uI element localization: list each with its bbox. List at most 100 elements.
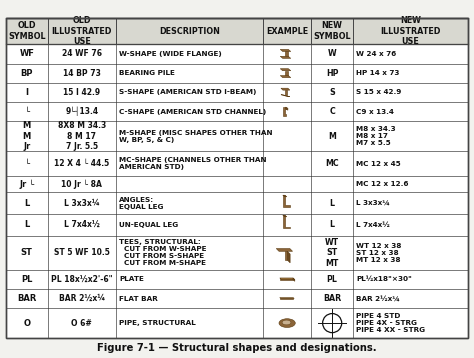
Text: PIPE 4 STD
PIPE 4X - STRG
PIPE 4 XX - STRG: PIPE 4 STD PIPE 4X - STRG PIPE 4 XX - ST…	[356, 313, 425, 333]
Text: M
M
Jr: M M Jr	[23, 121, 31, 151]
Text: L 3x3x¼: L 3x3x¼	[356, 200, 390, 206]
Polygon shape	[280, 297, 294, 299]
Text: M8 x 34.3
M8 x 17
M7 x 5.5: M8 x 34.3 M8 x 17 M7 x 5.5	[356, 126, 396, 146]
Text: 8X8 M 34.3
8 M 17
7 Jr. 5.5: 8X8 M 34.3 8 M 17 7 Jr. 5.5	[58, 121, 106, 151]
Polygon shape	[283, 195, 287, 197]
Text: TEES, STRUCTURAL:
  CUT FROM W-SHAPE
  CUT FROM S-SHAPE
  CUT FROM M-SHAPE: TEES, STRUCTURAL: CUT FROM W-SHAPE CUT F…	[119, 239, 207, 266]
Text: C: C	[329, 107, 335, 116]
Polygon shape	[280, 56, 291, 58]
Bar	[6, 18, 468, 44]
Text: 10 Jr └ 8A: 10 Jr └ 8A	[61, 180, 102, 189]
Polygon shape	[283, 107, 285, 116]
Polygon shape	[281, 88, 290, 90]
Text: HP 14 x 73: HP 14 x 73	[356, 70, 399, 76]
Text: NEW
ILLUSTRATED
USE: NEW ILLUSTRATED USE	[380, 16, 441, 46]
Polygon shape	[293, 278, 295, 281]
Text: EXAMPLE: EXAMPLE	[266, 26, 308, 35]
Bar	[6, 176, 468, 192]
Polygon shape	[285, 90, 287, 95]
Polygon shape	[283, 195, 290, 207]
Polygon shape	[285, 52, 288, 56]
Text: W: W	[328, 49, 337, 58]
Text: ANGLES:
EQUAL LEG: ANGLES: EQUAL LEG	[119, 197, 164, 209]
Polygon shape	[281, 95, 290, 97]
Text: M-SHAPE (MISC SHAPES OTHER THAN
W, BP, S, & C): M-SHAPE (MISC SHAPES OTHER THAN W, BP, S…	[119, 130, 273, 143]
Text: OLD
SYMBOL: OLD SYMBOL	[8, 21, 46, 41]
Text: PIPE, STRUCTURAL: PIPE, STRUCTURAL	[119, 320, 196, 326]
Text: 12 X 4 └ 44.5: 12 X 4 └ 44.5	[54, 159, 109, 168]
Text: S: S	[329, 88, 335, 97]
Polygon shape	[285, 251, 287, 260]
Text: I: I	[25, 88, 28, 97]
Text: └: └	[24, 107, 29, 116]
Text: BP: BP	[20, 69, 33, 78]
Polygon shape	[285, 107, 288, 110]
Bar	[6, 121, 468, 151]
Text: BAR: BAR	[323, 294, 341, 303]
Text: M: M	[328, 132, 336, 141]
Text: PL½x18"×30": PL½x18"×30"	[356, 276, 412, 282]
Text: PLATE: PLATE	[119, 276, 144, 282]
Text: L: L	[330, 220, 335, 229]
Text: O: O	[23, 319, 30, 328]
Text: 9└┤13.4: 9└┤13.4	[65, 107, 98, 116]
Text: FLAT BAR: FLAT BAR	[119, 296, 158, 301]
Text: BAR: BAR	[17, 294, 36, 303]
Bar	[6, 236, 468, 270]
Text: MC 12 x 45: MC 12 x 45	[356, 161, 401, 167]
Bar	[6, 151, 468, 176]
Bar	[6, 214, 468, 236]
Text: MC: MC	[325, 159, 339, 168]
Text: S-SHAPE (AMERICAN STD I-BEAM): S-SHAPE (AMERICAN STD I-BEAM)	[119, 90, 256, 96]
Polygon shape	[280, 69, 291, 71]
Polygon shape	[283, 215, 290, 228]
Text: 14 BP 73: 14 BP 73	[63, 69, 100, 78]
Text: O 6#: O 6#	[72, 319, 92, 328]
Ellipse shape	[282, 320, 291, 325]
Text: HP: HP	[326, 69, 338, 78]
Polygon shape	[280, 278, 293, 280]
Text: MC-SHAPE (CHANNELS OTHER THAN
AMERICAN STD): MC-SHAPE (CHANNELS OTHER THAN AMERICAN S…	[119, 157, 266, 170]
Bar	[6, 44, 468, 63]
Bar	[6, 102, 468, 121]
Text: W 24 x 76: W 24 x 76	[356, 51, 396, 57]
Bar	[6, 308, 468, 338]
Text: C9 x 13.4: C9 x 13.4	[356, 109, 394, 115]
Polygon shape	[280, 76, 291, 78]
Polygon shape	[280, 297, 293, 299]
Ellipse shape	[279, 319, 295, 328]
Bar	[6, 18, 468, 338]
Polygon shape	[285, 71, 288, 76]
Bar	[6, 192, 468, 214]
Text: L: L	[330, 199, 335, 208]
Text: 24 WF 76: 24 WF 76	[62, 49, 102, 58]
Bar	[6, 270, 468, 289]
Polygon shape	[280, 278, 295, 280]
Polygon shape	[276, 248, 292, 251]
Polygon shape	[287, 251, 290, 263]
Text: PL 18x½x2'-6": PL 18x½x2'-6"	[51, 275, 113, 284]
Text: UN-EQUAL LEG: UN-EQUAL LEG	[119, 222, 178, 228]
Text: NEW
SYMBOL: NEW SYMBOL	[313, 21, 351, 41]
Text: WT
ST
MT: WT ST MT	[325, 238, 339, 267]
Text: MC 12 x 12.6: MC 12 x 12.6	[356, 181, 409, 187]
Text: DESCRIPTION: DESCRIPTION	[159, 26, 220, 35]
Text: S 15 x 42.9: S 15 x 42.9	[356, 90, 401, 96]
Text: L 3x3x¼: L 3x3x¼	[64, 199, 100, 208]
Text: Figure 7-1 — Structural shapes and designations.: Figure 7-1 — Structural shapes and desig…	[97, 343, 377, 353]
Text: ST: ST	[21, 248, 33, 257]
Polygon shape	[280, 49, 291, 52]
Bar	[6, 18, 468, 338]
Text: OLD
ILLUSTRATED
USE: OLD ILLUSTRATED USE	[52, 16, 112, 46]
Text: L 7x4x½: L 7x4x½	[356, 222, 390, 228]
Text: C-SHAPE (AMERICAN STD CHANNEL): C-SHAPE (AMERICAN STD CHANNEL)	[119, 109, 266, 115]
Polygon shape	[283, 215, 287, 217]
Text: 15 I 42.9: 15 I 42.9	[63, 88, 100, 97]
Text: BAR 2½x¼: BAR 2½x¼	[59, 294, 105, 303]
Bar	[6, 83, 468, 102]
Text: PL: PL	[327, 275, 337, 284]
Text: WT 12 x 38
ST 12 x 38
MT 12 x 38: WT 12 x 38 ST 12 x 38 MT 12 x 38	[356, 243, 401, 263]
Text: Jr └: Jr └	[19, 180, 34, 189]
Text: ST 5 WF 10.5: ST 5 WF 10.5	[54, 248, 109, 257]
Text: L: L	[24, 220, 29, 229]
